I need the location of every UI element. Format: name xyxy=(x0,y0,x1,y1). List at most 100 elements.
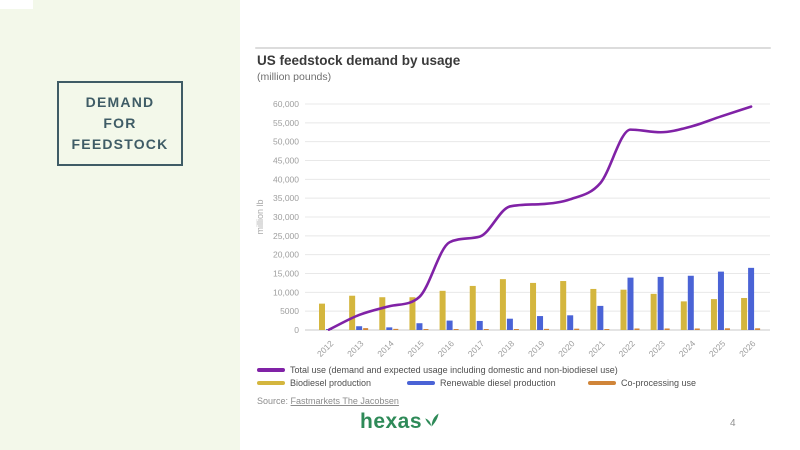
y-axis-tick-label: 60,000 xyxy=(273,99,299,109)
logo-text: hexas xyxy=(360,410,423,433)
window-corner-artifact xyxy=(0,0,33,9)
y-axis-tick-label: 0 xyxy=(294,325,299,335)
bar xyxy=(694,328,700,330)
bar xyxy=(627,277,634,330)
bar xyxy=(620,289,627,330)
bar xyxy=(717,271,724,330)
x-axis-tick-label: 2023 xyxy=(647,338,668,359)
x-axis-tick-label: 2021 xyxy=(586,338,607,359)
co-processing-swatch xyxy=(588,380,616,385)
bar xyxy=(544,328,550,330)
total-use-line xyxy=(327,105,753,331)
y-axis-tick-label: 55,000 xyxy=(273,118,299,128)
bar xyxy=(423,329,429,330)
legend-item-total-use: Total use (demand and expected usage inc… xyxy=(257,364,618,375)
slide-sidebar xyxy=(0,0,240,450)
y-axis-tick-label: 5000 xyxy=(280,306,299,316)
bar xyxy=(597,305,604,330)
bar xyxy=(590,288,597,330)
bar xyxy=(537,316,544,330)
bar xyxy=(513,329,519,330)
bar xyxy=(319,303,325,330)
bar xyxy=(469,285,476,330)
x-axis-tick-label: 2019 xyxy=(526,338,547,359)
legend-label: Total use (demand and expected usage inc… xyxy=(290,364,618,375)
bar xyxy=(499,279,506,330)
x-axis-tick-label: 2015 xyxy=(405,338,426,359)
chart-subtitle: (million pounds) xyxy=(257,71,332,83)
bar xyxy=(386,327,393,330)
x-axis-tick-label: 2026 xyxy=(737,338,758,359)
hexas-logo: hexas xyxy=(360,411,440,432)
bar xyxy=(349,295,356,330)
bar xyxy=(724,328,730,330)
bar xyxy=(650,293,657,330)
y-axis-tick-label: 50,000 xyxy=(273,137,299,147)
bar xyxy=(710,299,717,330)
bar xyxy=(446,320,453,330)
page-number: 4 xyxy=(730,418,736,429)
legend-item-co-processing: Co-processing use xyxy=(588,377,696,388)
y-axis-tick-label: 15,000 xyxy=(273,269,299,279)
y-axis-tick-label: 25,000 xyxy=(273,231,299,241)
bar xyxy=(687,275,694,330)
content-divider xyxy=(255,47,771,49)
x-axis-tick-label: 2016 xyxy=(436,338,457,359)
slide-title-box: DEMAND FOR FEEDSTOCK xyxy=(57,81,183,166)
bar xyxy=(453,329,459,330)
source-prefix: Source: xyxy=(257,396,289,406)
bar xyxy=(680,301,687,330)
bar xyxy=(574,328,580,330)
y-axis-title: million lb xyxy=(255,199,265,234)
bar xyxy=(634,328,640,330)
bar xyxy=(657,276,664,330)
source-link[interactable]: Fastmarkets The Jacobsen xyxy=(290,396,399,406)
y-axis-tick-label: 20,000 xyxy=(273,250,299,260)
chart-title: US feedstock demand by usage xyxy=(257,53,461,68)
biodiesel-swatch xyxy=(257,380,285,385)
renewable-diesel-swatch xyxy=(407,380,435,385)
x-axis-tick-label: 2022 xyxy=(616,338,637,359)
legend-label: Renewable diesel production xyxy=(440,377,556,388)
bar xyxy=(664,328,670,330)
legend-label: Biodiesel production xyxy=(290,377,372,388)
bar xyxy=(356,326,363,330)
slide-title: DEMAND FOR FEEDSTOCK xyxy=(71,94,169,152)
x-axis-tick-label: 2014 xyxy=(375,338,396,359)
bar xyxy=(409,297,416,330)
x-axis-tick-label: 2025 xyxy=(707,338,728,359)
feedstock-demand-chart: 0 5000 10,000 15,000 20,000 25,000 30,000 35,00… xyxy=(255,99,770,359)
bar xyxy=(476,320,483,330)
x-axis-tick-label: 2012 xyxy=(315,338,336,359)
bar xyxy=(506,318,513,330)
source-attribution: Source: Fastmarkets The Jacobsen xyxy=(257,396,399,406)
y-axis-tick-label: 45,000 xyxy=(273,156,299,166)
bar xyxy=(604,329,610,330)
bar xyxy=(379,297,386,330)
y-axis-tick-label: 35,000 xyxy=(273,193,299,203)
y-axis-tick-label: 10,000 xyxy=(273,287,299,297)
y-axis-tick-label: 40,000 xyxy=(273,174,299,184)
sprout-leaf-icon xyxy=(425,413,439,427)
bar xyxy=(755,328,761,330)
x-axis-tick-label: 2018 xyxy=(496,338,517,359)
legend-item-biodiesel: Biodiesel production xyxy=(257,377,371,388)
bar xyxy=(567,315,574,330)
y-axis-tick-label: 30,000 xyxy=(273,212,299,222)
bar xyxy=(483,329,489,330)
bar xyxy=(560,281,567,330)
bar xyxy=(363,328,369,330)
x-axis-tick-label: 2017 xyxy=(466,338,487,359)
total-use-swatch xyxy=(257,367,285,372)
bar xyxy=(439,290,446,330)
bar xyxy=(741,297,748,330)
legend-label: Co-processing use xyxy=(621,377,697,388)
bar xyxy=(530,282,537,330)
bar xyxy=(416,323,423,330)
x-axis-tick-label: 2024 xyxy=(677,338,698,359)
bar xyxy=(748,267,755,330)
legend-item-renewable-diesel: Renewable diesel production xyxy=(407,377,556,388)
x-axis-tick-label: 2013 xyxy=(345,338,366,359)
x-axis-tick-label: 2020 xyxy=(556,338,577,359)
